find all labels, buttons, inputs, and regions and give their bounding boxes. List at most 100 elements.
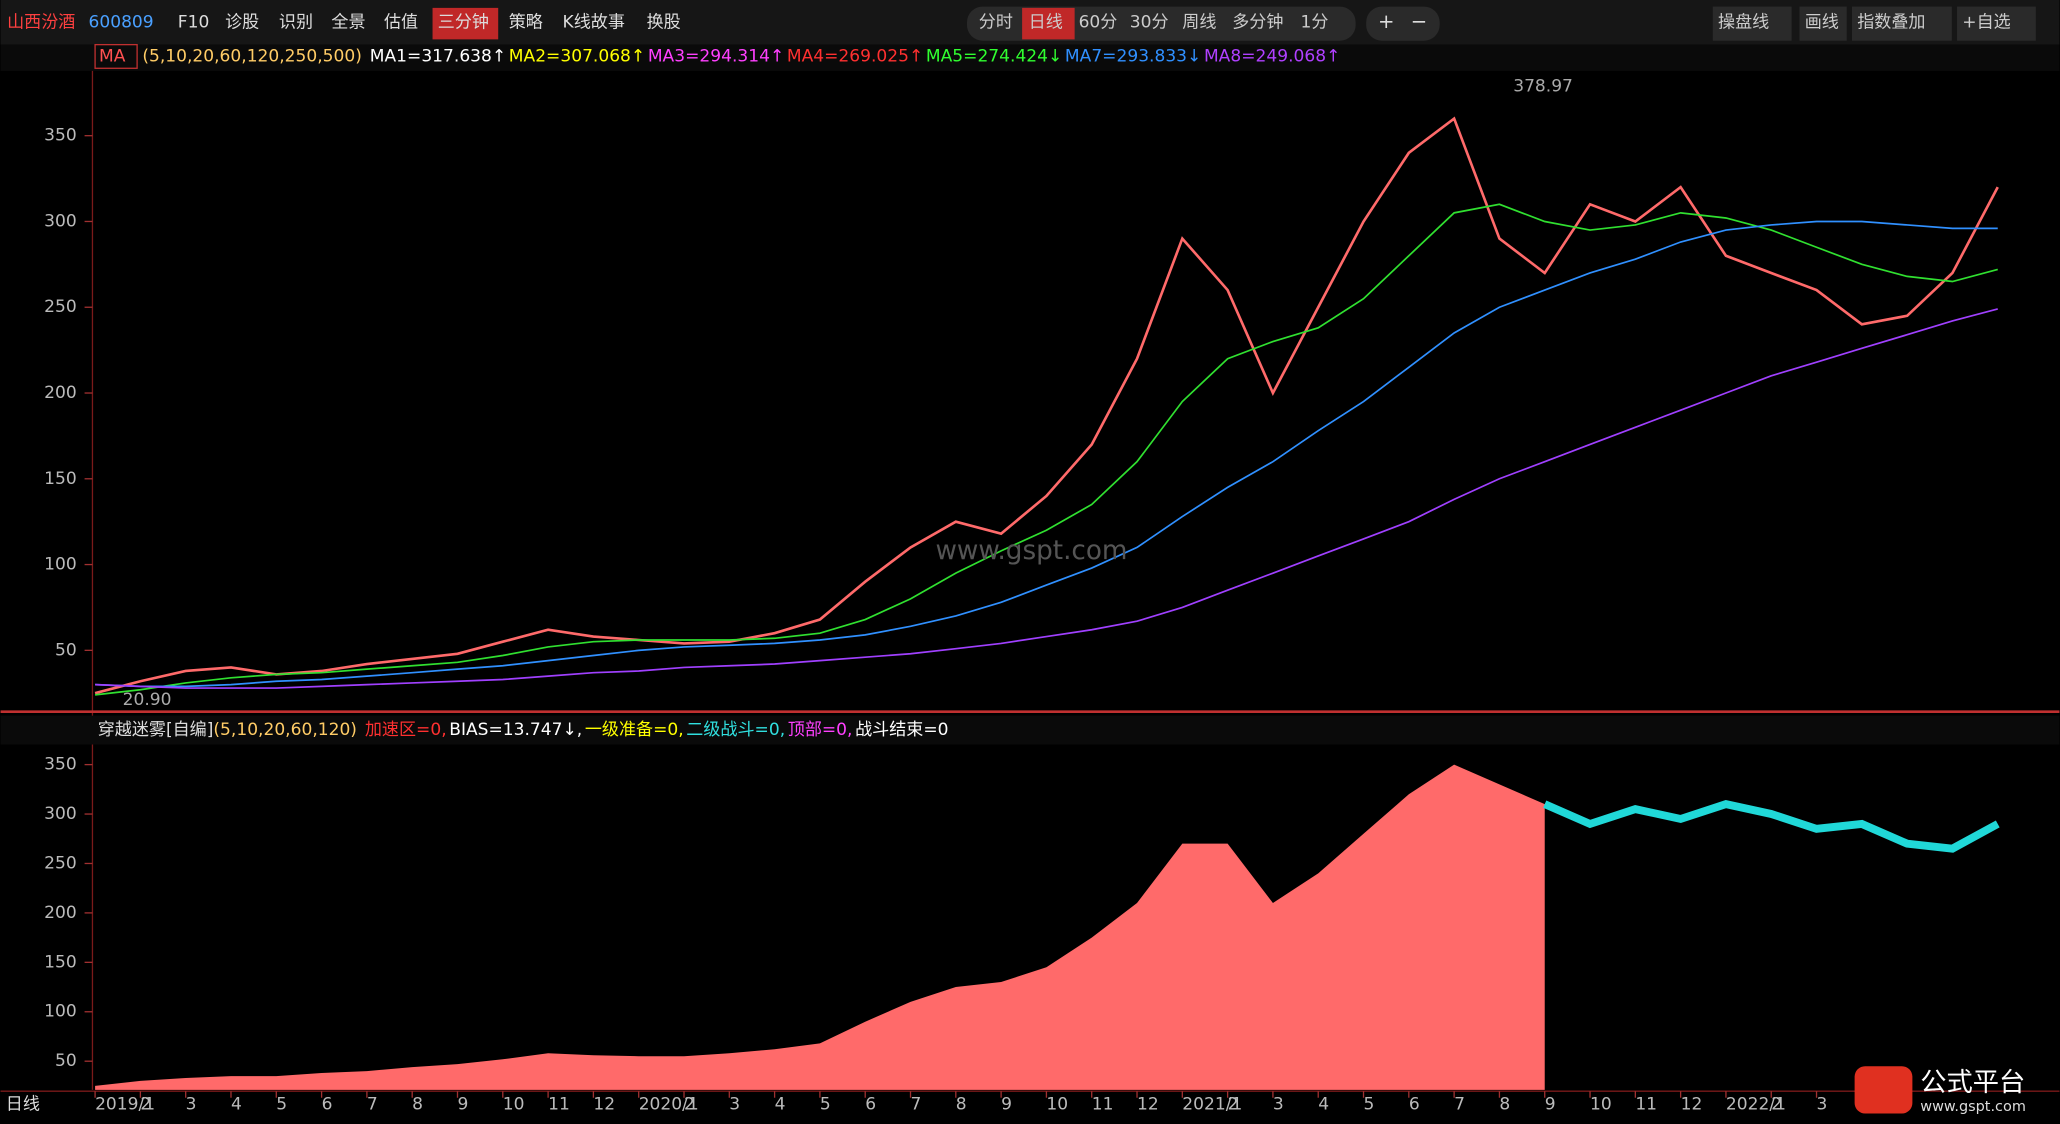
tab[interactable]: 策略 — [509, 12, 543, 32]
tab-active — [432, 7, 499, 40]
legend-item: 一级准备=0, — [585, 720, 684, 740]
y-tick-label: 200 — [44, 383, 77, 403]
legend-item: MA2=307.068↑ — [509, 46, 645, 66]
x-tick-label: 11 — [548, 1094, 570, 1114]
x-tick-label: 8 — [412, 1094, 423, 1114]
x-tick-label: 3 — [1817, 1094, 1828, 1114]
y-tick-label: 350 — [44, 126, 77, 146]
x-tick-label: 2020/1 — [639, 1094, 699, 1114]
x-tick-label: 2021/1 — [1182, 1094, 1242, 1114]
line — [95, 220, 1998, 688]
x-tick-label: 2022/1 — [1726, 1094, 1786, 1114]
legend-item: MA8=249.068↑ — [1204, 46, 1340, 66]
x-tick-label: 12 — [593, 1094, 615, 1114]
x-tick-label: 2019/1 — [95, 1094, 155, 1114]
period-label: 日线 — [6, 1094, 40, 1114]
x-tick-label: 10 — [1046, 1094, 1068, 1114]
x-tick-label: 3 — [729, 1094, 740, 1114]
legend-item: MA3=294.314↑ — [648, 46, 784, 66]
x-tick-label: 9 — [1001, 1094, 1012, 1114]
x-tick-label: 4 — [1318, 1094, 1329, 1114]
zoom-button[interactable]: − — [1411, 10, 1427, 33]
x-tick-label: 3 — [186, 1094, 197, 1114]
legend-item: 加速区=0, — [365, 720, 447, 740]
tool-bg — [1957, 6, 2036, 41]
x-tick-label: 12 — [1681, 1094, 1703, 1114]
y-tick-label: 150 — [44, 952, 77, 972]
legend-item: MA7=293.833↓ — [1065, 46, 1201, 66]
period[interactable]: 60分 — [1079, 12, 1118, 32]
tool[interactable]: 操盘线 — [1718, 12, 1769, 32]
indicator-button[interactable] — [94, 43, 138, 69]
x-tick-label: 12 — [1137, 1094, 1159, 1114]
y-tick-label: 100 — [44, 1002, 77, 1022]
x-tick-label: 2 — [140, 1094, 151, 1114]
period[interactable]: 1分 — [1300, 12, 1328, 32]
line — [94, 203, 1998, 696]
x-tick-label: 5 — [1364, 1094, 1375, 1114]
x-tick-label: 3 — [1273, 1094, 1284, 1114]
tab[interactable]: 换股 — [647, 12, 681, 32]
y-tick-label: 250 — [44, 297, 77, 317]
y-tick-label: 150 — [44, 469, 77, 489]
legend: 穿越迷雾[自编](5,10,20,60,120) 加速区=0, BIAS=13.74… — [98, 720, 949, 740]
tool[interactable]: 指数叠加 — [1857, 12, 1925, 32]
tab[interactable]: 诊股 — [225, 12, 259, 32]
tab[interactable]: 三分钟 — [438, 12, 489, 32]
tool[interactable]: 画线 — [1805, 12, 1839, 32]
tab[interactable]: 识别 — [279, 12, 313, 32]
y-tick-label: 250 — [44, 853, 77, 873]
y-tick-label: 200 — [44, 903, 77, 923]
x-tick-label: 2 — [1228, 1094, 1239, 1114]
indicator-bar — [0, 715, 2060, 745]
tool[interactable]: +自选 — [1962, 12, 2010, 32]
line — [94, 116, 1999, 695]
x-tick-label: 10 — [503, 1094, 525, 1114]
legend-item: MA4=269.025↑ — [787, 46, 923, 66]
tool-bg — [1712, 6, 1792, 41]
y-tick-label: 50 — [55, 640, 77, 660]
stock-code: 600809 — [89, 12, 154, 32]
tab[interactable]: 全景 — [331, 12, 365, 32]
tab[interactable]: F10 — [178, 12, 210, 32]
legend: (5,10,20,60,120,250,500) MA1=317.638↑ MA2=… — [142, 46, 1340, 66]
x-tick-label: 9 — [1545, 1094, 1556, 1114]
zoom-group — [1366, 6, 1440, 41]
x-tick-label: 7 — [911, 1094, 922, 1114]
indicator-name: MA — [99, 46, 126, 66]
x-tick-label: 4 — [775, 1094, 786, 1114]
logo: 公式平台 www.gspt.com — [1854, 1066, 2026, 1115]
annotation: 378.97 — [1513, 77, 1573, 97]
period-active — [1022, 7, 1075, 40]
x-tick-label: 8 — [1499, 1094, 1510, 1114]
legend-item: BIAS=13.747↓, — [449, 720, 582, 740]
x-tick-label: 8 — [956, 1094, 967, 1114]
period[interactable]: 日线 — [1029, 12, 1063, 32]
x-tick-label: 6 — [322, 1094, 333, 1114]
period[interactable]: 30分 — [1130, 12, 1169, 32]
period[interactable]: 多分钟 — [1232, 12, 1283, 32]
y-tick-label: 300 — [44, 804, 77, 824]
params: (5,10,20,60,120) — [213, 720, 357, 740]
period[interactable]: 周线 — [1182, 12, 1216, 32]
x-tick-label: 5 — [820, 1094, 831, 1114]
y-tick-label: 50 — [55, 1051, 77, 1071]
line — [1543, 800, 2000, 853]
x-tick-label: 7 — [367, 1094, 378, 1114]
annotation: 20.90 — [123, 690, 172, 710]
x-tick-label: 6 — [1409, 1094, 1420, 1114]
stock-name: 山西汾酒 — [7, 12, 75, 32]
zoom-button[interactable]: + — [1378, 10, 1395, 33]
watermark: www.gspt.com — [935, 536, 1127, 566]
x-tick-label: 11 — [1635, 1094, 1657, 1114]
tool-bg — [1851, 6, 1952, 41]
tab[interactable]: 估值 — [384, 12, 418, 32]
legend-item: 战斗结束=0 — [855, 720, 948, 740]
period[interactable]: 分时 — [979, 12, 1013, 32]
legend-item: 顶部=0, — [788, 720, 853, 740]
area — [95, 764, 1545, 1090]
y-tick-label: 100 — [44, 555, 77, 575]
tab[interactable]: K线故事 — [563, 12, 625, 32]
